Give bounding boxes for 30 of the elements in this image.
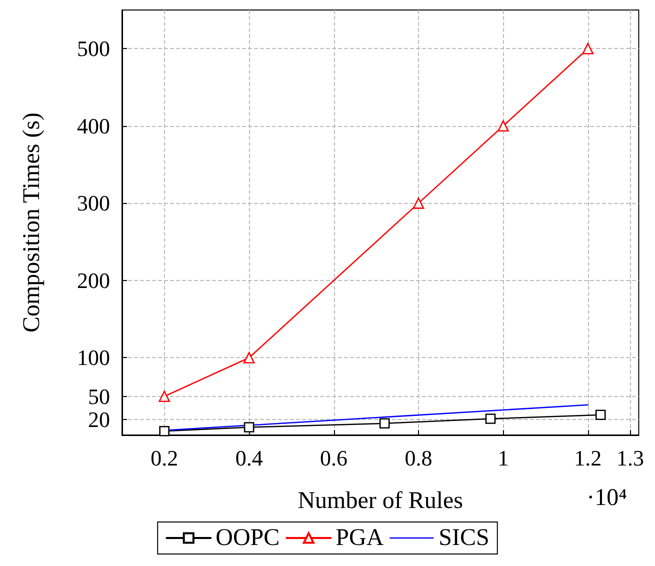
text: ·10⁴ — [586, 485, 627, 511]
y-axis-title: Composition Times (s) — [19, 112, 45, 333]
y-tick-label: 20 — [88, 407, 110, 432]
point — [158, 390, 170, 402]
x-tick-label: 0.2 — [150, 446, 178, 470]
y-tick-label: 200 — [77, 268, 110, 293]
x-tick-label: 1.3 — [616, 446, 644, 470]
point — [485, 414, 496, 424]
point — [243, 352, 255, 364]
point — [582, 42, 594, 54]
y-tick-label: 300 — [77, 190, 110, 216]
y-tick-label: 500 — [77, 36, 110, 62]
point — [244, 422, 254, 432]
y-tick-label: 100 — [77, 345, 110, 370]
point — [498, 120, 509, 132]
y-tick-label: 400 — [77, 113, 110, 138]
legend-label: SICS — [438, 525, 490, 551]
y-tick-label: 50 — [88, 384, 110, 409]
legend-label: OOPC — [216, 525, 280, 551]
x-tick-label: 0.4 — [235, 446, 263, 470]
point — [379, 418, 390, 429]
x-tick-label: 0.8 — [404, 446, 432, 470]
x-tick-label: 0.6 — [320, 446, 348, 470]
point — [412, 198, 424, 209]
x-tick-label: 1 — [498, 446, 509, 470]
x-axis-title: Number of Rules — [298, 488, 464, 514]
point — [159, 426, 170, 436]
point — [595, 410, 606, 420]
legend-label: PGA — [336, 525, 384, 551]
x-tick-label: 1.2 — [574, 446, 602, 470]
